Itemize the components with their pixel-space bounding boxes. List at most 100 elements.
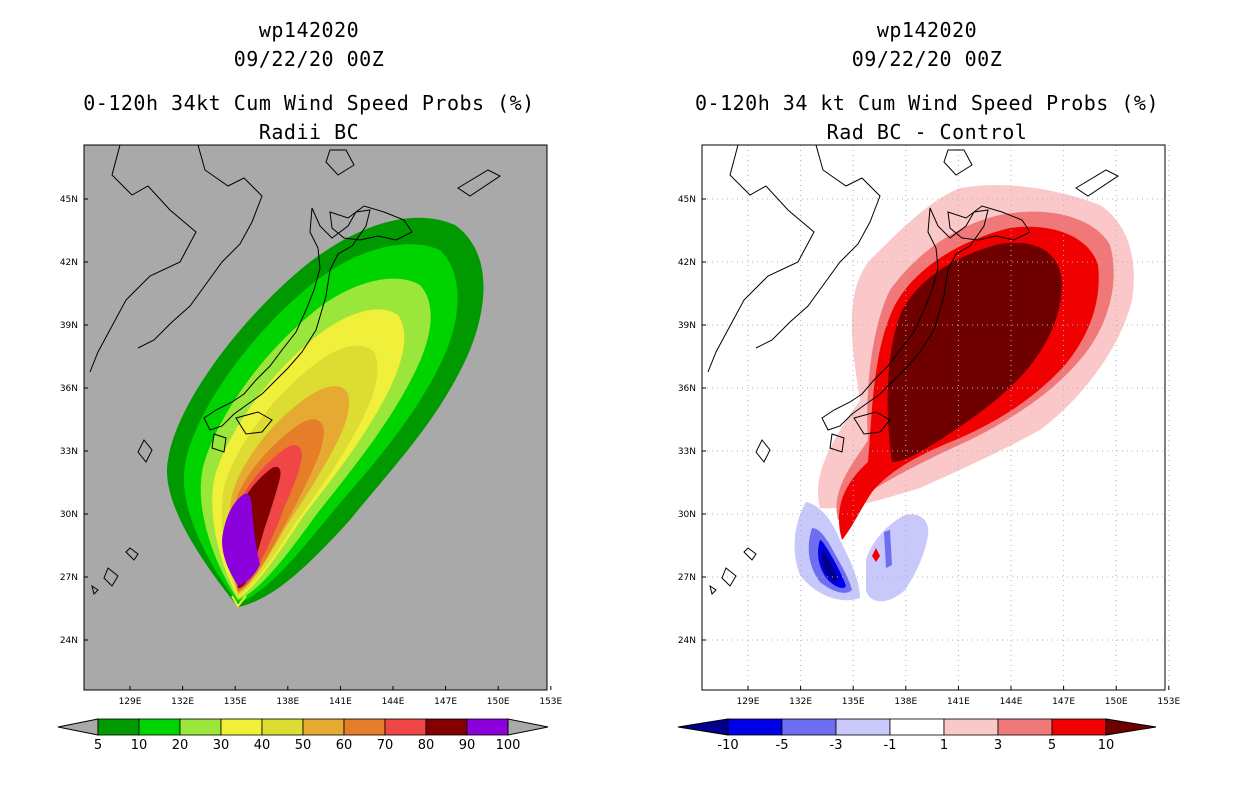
contour-band-9 <box>222 493 260 586</box>
colorbar-swatch <box>1051 718 1107 736</box>
colorbar-swatch <box>835 718 891 736</box>
panel-radii-bc: wp142020 09/22/20 00Z 0-120h 34kt Cum Wi… <box>57 18 563 753</box>
lon-label: 138E <box>894 697 917 707</box>
colorbar-swatch <box>997 718 1053 736</box>
lon-label: 132E <box>171 697 194 707</box>
lat-label: 30N <box>678 510 696 520</box>
colorbar-label: -3 <box>830 738 843 753</box>
lon-label: 135E <box>842 697 865 707</box>
coastline-segment <box>721 567 737 587</box>
colorbar-swatch <box>781 718 837 736</box>
coastline-segment <box>137 439 153 463</box>
coastline-segment <box>853 411 891 435</box>
coastline-segment <box>947 205 1031 241</box>
colorbar-label: 30 <box>213 738 230 753</box>
coastlines <box>89 144 501 595</box>
positive-spot <box>872 548 880 562</box>
colorbar-swatch <box>97 718 140 736</box>
map-frame <box>83 144 548 691</box>
lon-label: 150E <box>487 697 510 707</box>
plot-title: 0-120h 34 kt Cum Wind Speed Probs (%) <box>694 91 1160 115</box>
lat-label: 45N <box>60 195 78 205</box>
colorbar-label: 10 <box>1098 738 1115 753</box>
lat-label: 39N <box>60 321 78 331</box>
negative-band-2 <box>818 540 846 588</box>
storm-id: wp142020 <box>876 18 978 42</box>
coastline-segment <box>89 144 197 373</box>
coastline-segment <box>235 411 273 435</box>
colorbar-label: 1 <box>940 738 948 753</box>
lat-label: 27N <box>60 573 78 583</box>
colorbar-label: 80 <box>418 738 435 753</box>
colorbar-label: 3 <box>994 738 1002 753</box>
colorbar-label: -10 <box>717 738 738 753</box>
datetime: 09/22/20 00Z <box>233 47 385 71</box>
plot-subtitle: Radii BC <box>258 120 360 144</box>
colorbar-label: -1 <box>884 738 897 753</box>
lat-label: 36N <box>60 384 78 394</box>
coastline-segment <box>91 584 99 595</box>
colorbar-label: 5 <box>1048 738 1056 753</box>
panel-rad-bc-minus-control: wp142020 09/22/20 00Z 0-120h 34 kt Cum W… <box>618 0 1236 800</box>
lat-label: 36N <box>678 384 696 394</box>
coastline-segment <box>755 144 881 349</box>
negative-band-4 <box>866 514 929 602</box>
colorbar-swatch <box>943 718 999 736</box>
lon-label: 141E <box>329 697 352 707</box>
lon-label: 129E <box>119 697 142 707</box>
track-tip <box>231 595 247 608</box>
coastline-segment <box>457 169 501 197</box>
colorbar-label: 40 <box>254 738 271 753</box>
coastline-segment <box>821 207 989 431</box>
lon-label: 141E <box>947 697 970 707</box>
lon-label: 144E <box>1000 697 1023 707</box>
colorbar-arrow-low <box>57 718 99 736</box>
map-frame <box>701 144 1166 691</box>
lon-label: 138E <box>276 697 299 707</box>
colorbar-swatch <box>220 718 263 736</box>
lat-label: 42N <box>60 258 78 268</box>
colorbar-swatch <box>425 718 468 736</box>
datetime: 09/22/20 00Z <box>851 47 1003 71</box>
colorbar-label: 50 <box>295 738 312 753</box>
coastline-segment <box>203 207 371 431</box>
plot-subtitle: Rad BC - Control <box>826 120 1028 144</box>
lat-label: 39N <box>678 321 696 331</box>
colorbar-arrow-high <box>507 718 549 736</box>
coastlines <box>707 144 1119 595</box>
lon-label: 150E <box>1105 697 1128 707</box>
lon-label: 132E <box>789 697 812 707</box>
lat-label: 33N <box>60 447 78 457</box>
colorbar-swatch <box>384 718 427 736</box>
colorbar-label: -5 <box>776 738 789 753</box>
lat-label: 30N <box>60 510 78 520</box>
colorbar-label: 90 <box>459 738 476 753</box>
lon-label: 147E <box>434 697 457 707</box>
negative-band-3 <box>821 550 838 581</box>
lat-label: 27N <box>678 573 696 583</box>
lat-label: 24N <box>678 636 696 646</box>
lon-label: 144E <box>382 697 405 707</box>
coastline-segment <box>829 433 845 453</box>
plot-title: 0-120h 34kt Cum Wind Speed Probs (%) <box>83 91 535 115</box>
coastline-segment <box>943 149 973 176</box>
colorbar-swatch <box>261 718 304 736</box>
coastline-segment <box>125 547 139 561</box>
colorbar-swatch <box>889 718 945 736</box>
coastline-segment <box>1075 169 1119 197</box>
lon-label: 147E <box>1052 697 1075 707</box>
difference-map: 45N 42N 39N 36N 33N 30N 27N 24N 129E 132E 135E 138E… <box>678 144 1181 753</box>
colorbar-arrow-high <box>1105 718 1157 736</box>
coastline-segment <box>743 547 757 561</box>
colorbar-label: 100 <box>496 738 521 753</box>
lon-label: 135E <box>224 697 247 707</box>
positive-band-3 <box>887 242 1062 462</box>
lat-label: 24N <box>60 636 78 646</box>
coastline-segment <box>103 567 119 587</box>
colorbar-label: 10 <box>131 738 148 753</box>
colorbar-swatch <box>138 718 181 736</box>
coastline-segment <box>211 433 227 453</box>
colorbar-swatch <box>302 718 345 736</box>
coastline-segment <box>755 439 771 463</box>
colorbar-label: 60 <box>336 738 353 753</box>
